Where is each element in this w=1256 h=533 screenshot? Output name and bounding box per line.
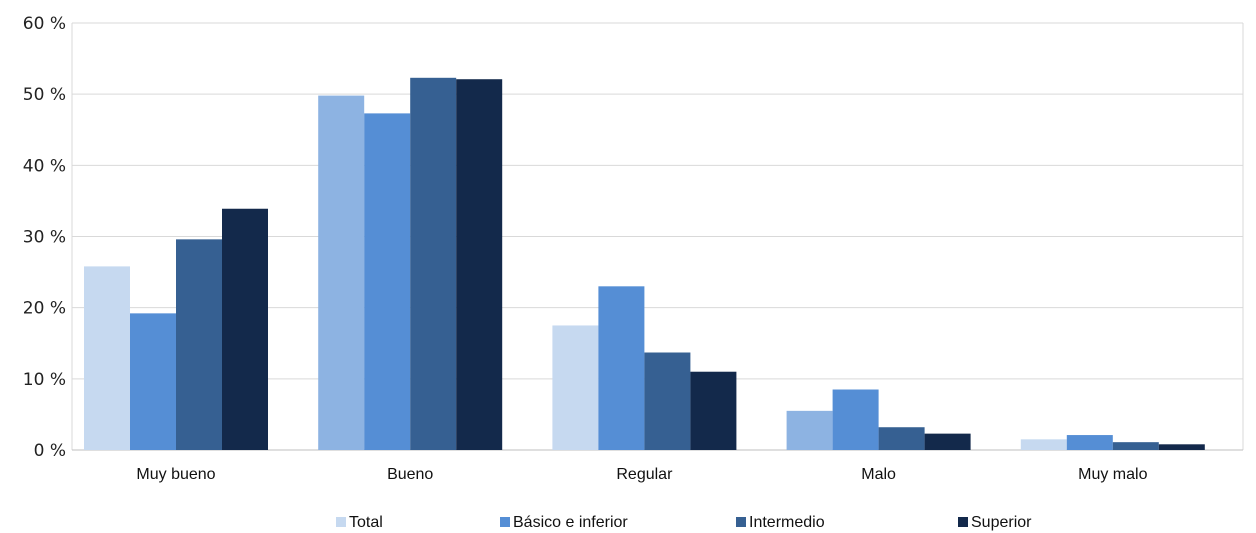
bar-bueno-series-1 xyxy=(364,113,411,451)
bar-muy-bueno-series-1 xyxy=(130,313,176,450)
bar-regular-series-2 xyxy=(644,352,691,450)
x-tick-label: Muy bueno xyxy=(136,466,215,483)
bar-bueno-series-0 xyxy=(318,95,365,450)
bar-regular-series-0 xyxy=(552,325,599,450)
bar-muy-bueno-series-3 xyxy=(222,208,268,450)
y-tick-label: 30 % xyxy=(23,228,66,248)
bar-regular-series-3 xyxy=(690,371,737,450)
bar-malo-series-3 xyxy=(924,433,971,450)
bar-muy-malo-series-2 xyxy=(1112,442,1159,450)
legend-swatch xyxy=(500,517,510,527)
legend-label: Superior xyxy=(971,514,1032,531)
bar-regular-series-1 xyxy=(598,286,645,450)
y-tick-label: 20 % xyxy=(23,299,66,319)
bar-muy-malo-series-0 xyxy=(1020,439,1067,450)
legend-label: Básico e inferior xyxy=(513,514,628,531)
x-tick-label: Muy malo xyxy=(1078,466,1147,483)
y-axis-ticks: 0 % 10 % 20 % 30 % 40 % 50 % 60 % xyxy=(23,14,66,461)
legend: Total Básico e inferior Intermedio Superior xyxy=(336,514,1032,531)
bar-muy-bueno-series-2 xyxy=(176,239,222,450)
x-axis-ticks: Muy bueno Bueno Regular Malo Muy malo xyxy=(136,466,1147,483)
bar-bueno-series-2 xyxy=(410,77,457,450)
bar-bueno-series-3 xyxy=(456,79,503,450)
legend-swatch xyxy=(336,517,346,527)
legend-swatch xyxy=(736,517,746,527)
legend-label: Intermedio xyxy=(749,514,825,531)
bar-muy-malo-series-1 xyxy=(1066,435,1113,450)
bar-malo-series-2 xyxy=(878,427,925,450)
bar-muy-bueno-series-0 xyxy=(84,266,130,450)
bar-malo-series-0 xyxy=(786,410,833,450)
bar-malo-series-1 xyxy=(832,389,879,450)
y-tick-label: 10 % xyxy=(23,370,66,390)
y-tick-label: 50 % xyxy=(23,85,66,105)
x-tick-label: Bueno xyxy=(387,466,433,483)
y-tick-label: 60 % xyxy=(23,14,66,34)
x-tick-label: Malo xyxy=(861,466,896,483)
y-tick-label: 0 % xyxy=(34,441,66,461)
x-tick-label: Regular xyxy=(616,466,673,483)
y-tick-label: 40 % xyxy=(23,156,66,176)
bars xyxy=(84,77,1205,451)
bar-muy-malo-series-3 xyxy=(1158,444,1205,450)
legend-swatch xyxy=(958,517,968,527)
legend-label: Total xyxy=(349,514,383,531)
